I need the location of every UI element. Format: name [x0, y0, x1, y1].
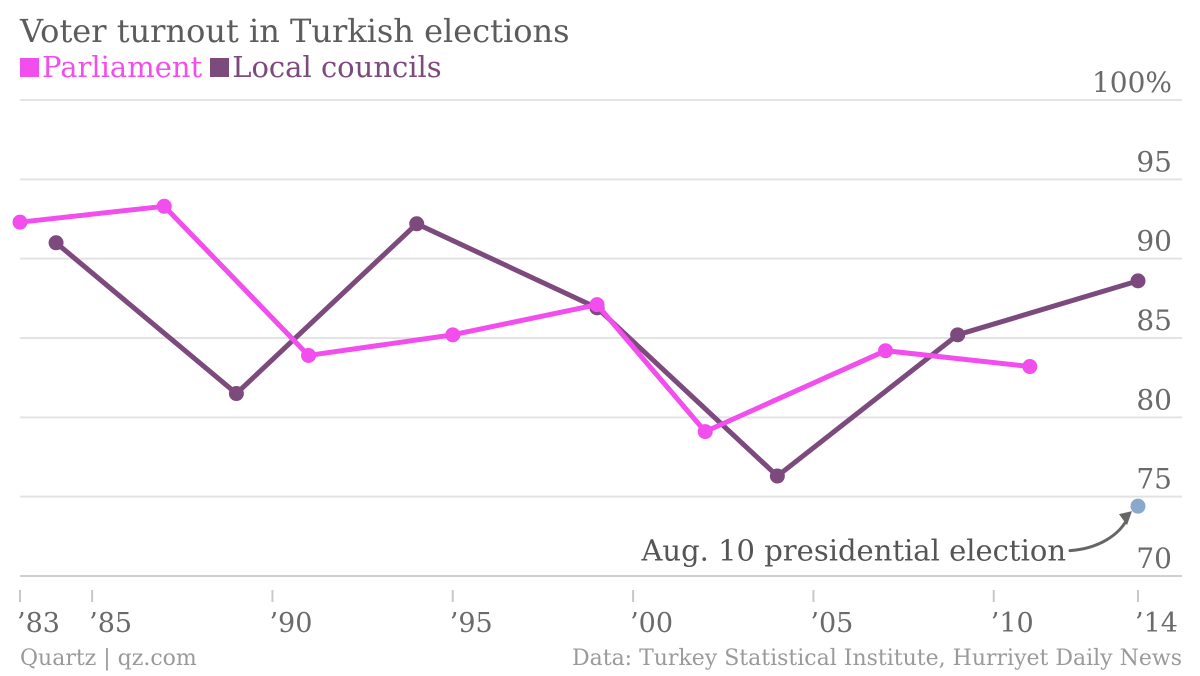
annotation-arrowhead: [1119, 511, 1132, 526]
legend-label-parliament: Parliament: [42, 50, 203, 84]
legend-swatch-local-councils: [210, 57, 230, 77]
series-line-parliament: [17, 203, 1033, 435]
annotation-arrow: [1068, 515, 1130, 553]
data-source: Data: Turkey Statistical Institute, Hurr…: [571, 646, 1182, 671]
data-point-parliament-1983: [12, 214, 28, 230]
data-point-parliament-1987: [156, 198, 172, 214]
x-tick-label-1985: ’85: [89, 608, 132, 639]
series-layer: [12, 198, 1146, 484]
data-point-local-councils-1989: [228, 386, 244, 402]
data-point-parliament-1991: [301, 347, 317, 363]
y-tick-label-95: 95: [1136, 145, 1172, 178]
data-point-local-councils-2014: [1130, 273, 1146, 289]
data-point-local-councils-2009: [950, 327, 966, 343]
y-tick-label-100: 100%: [1092, 66, 1172, 99]
annotation-layer: Aug. 10 presidential election: [640, 498, 1146, 568]
data-point-local-councils-2004: [769, 468, 785, 484]
legend-label-local-councils: Local councils: [232, 50, 442, 84]
data-point-parliament-1995: [445, 327, 461, 343]
x-tick-label-2010: ’10: [991, 608, 1034, 639]
x-tick-label-2000: ’00: [630, 608, 673, 639]
data-point-local-councils-1994: [409, 216, 425, 232]
data-point-parliament-2002: [697, 424, 713, 440]
x-tick-label-2005: ’05: [810, 608, 853, 639]
x-axis: ’83 ’85 ’90 ’95 ’00 ’05 ’10 ’14: [17, 590, 1178, 639]
legend-item-parliament: Parliament: [20, 50, 202, 84]
y-tick-label-80: 80: [1136, 383, 1172, 416]
data-point-parliament-2011: [1022, 359, 1038, 375]
data-point-local-councils-1984: [48, 235, 64, 251]
y-tick-label-70: 70: [1136, 542, 1172, 575]
y-tick-label-85: 85: [1136, 304, 1172, 337]
source-credit: Quartz | qz.com: [20, 646, 197, 671]
data-point-presidential-2014: [1130, 498, 1146, 514]
legend-item-local-councils: Local councils: [210, 50, 442, 84]
x-tick-label-2014: ’14: [1135, 608, 1178, 639]
x-tick-label-1995: ’95: [450, 608, 493, 639]
data-point-parliament-2007: [878, 343, 894, 359]
y-tick-label-90: 90: [1136, 225, 1172, 258]
x-tick-label-1983: ’83: [17, 608, 60, 639]
chart-legend: Parliament Local councils: [20, 50, 450, 84]
gridlines: [20, 99, 1182, 577]
y-axis: 70 75 80 85 90 95 100%: [1092, 66, 1172, 575]
data-point-parliament-1999: [589, 297, 605, 313]
legend-swatch-parliament: [20, 57, 39, 77]
x-tick-label-1990: ’90: [269, 608, 312, 639]
annotation-text: Aug. 10 presidential election: [640, 534, 1066, 568]
y-tick-label-75: 75: [1136, 463, 1172, 496]
chart-title: Voter turnout in Turkish elections: [20, 12, 570, 50]
